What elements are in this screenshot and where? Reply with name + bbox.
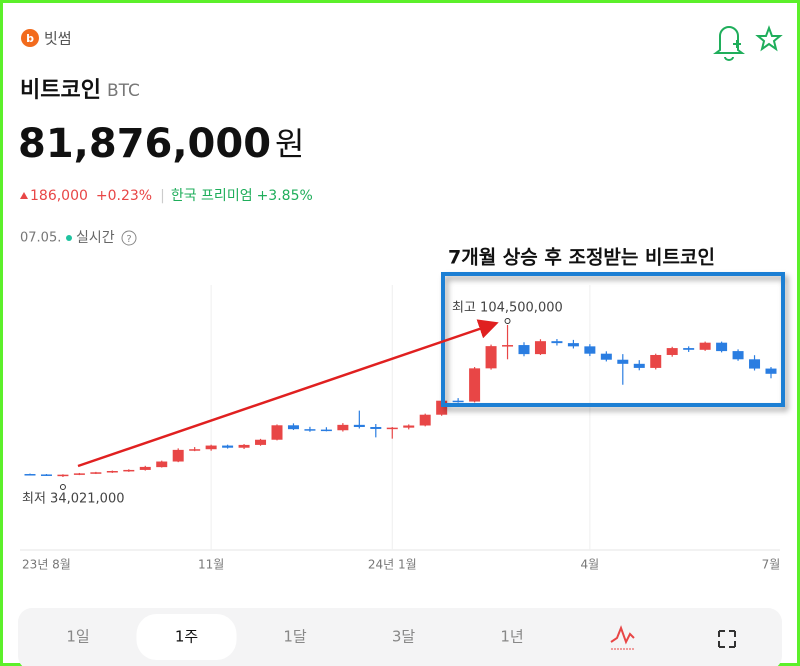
change-amount: 186,000: [30, 188, 88, 204]
x-tick-label: 23년 8월: [22, 558, 71, 572]
candle-body: [304, 429, 316, 431]
tab-selected-bg: [136, 614, 237, 660]
app-name: 빗썸: [44, 30, 72, 48]
price-value: 81,876,000: [18, 121, 271, 167]
tab[interactable]: 1주: [175, 628, 198, 646]
candle-body: [534, 341, 546, 355]
candle-body: [106, 471, 118, 473]
candle-body: [320, 429, 332, 432]
separator: |: [160, 188, 165, 204]
fullscreen-icon[interactable]: [718, 630, 736, 648]
candle-body: [222, 445, 234, 448]
candle-body: [469, 368, 481, 402]
candle-body: [189, 449, 201, 451]
candle-body: [633, 363, 645, 368]
star-icon[interactable]: [755, 25, 783, 52]
candle-body: [40, 474, 52, 476]
candle-body: [584, 346, 596, 354]
candle-body: [567, 343, 579, 347]
candle-body: [436, 400, 448, 415]
annotation: 7개월 상승 후 조정받는 비트코인: [448, 247, 715, 269]
candle-body: [716, 342, 728, 352]
candle-body: [502, 345, 514, 347]
tabs: 1일 1주 1달 3달 1년: [66, 614, 524, 660]
tab[interactable]: 1달: [283, 628, 307, 646]
max-label: 최고 104,500,000: [452, 301, 563, 316]
min-label: 최저 34,021,000: [22, 492, 125, 507]
candle-body: [73, 473, 85, 475]
candle-body: [238, 444, 250, 448]
asset-name: 비트코인: [20, 78, 101, 103]
price-unit: 원: [275, 125, 304, 163]
premium-label: 한국 프리미엄: [171, 188, 253, 204]
candle-body: [386, 427, 398, 430]
up-triangle: [20, 192, 28, 199]
help-icon[interactable]: [121, 230, 137, 246]
candle-body: [271, 425, 283, 440]
x-tick-label: 7월: [762, 558, 781, 572]
highlight-box: [441, 272, 785, 407]
x-tick-label: 24년 1월: [368, 558, 417, 572]
help-mark: ?: [126, 234, 131, 245]
candle-body: [683, 348, 695, 350]
candle-body: [57, 474, 69, 477]
logo: [21, 29, 39, 47]
live-label: 실시간: [76, 230, 115, 246]
candle-body: [123, 469, 135, 472]
tab[interactable]: 1일: [66, 628, 89, 646]
tab[interactable]: 3달: [392, 628, 416, 646]
candle-body: [617, 359, 629, 364]
candle-body: [551, 341, 563, 344]
candle-body: [255, 439, 267, 445]
candle-body: [699, 342, 711, 350]
candle-body: [650, 354, 662, 368]
candle-body: [749, 359, 761, 369]
candle-body: [452, 400, 464, 403]
bell-icon[interactable]: [713, 26, 745, 61]
candle-body: [600, 353, 612, 360]
candle-body: [370, 427, 382, 429]
min-marker: [59, 484, 66, 490]
trend-arrow: [77, 319, 499, 468]
candle-body: [139, 466, 151, 470]
candle-body: [287, 425, 299, 430]
candle-body: [403, 425, 415, 428]
premium-value: +3.85%: [257, 188, 313, 204]
candle-body: [90, 472, 102, 474]
logo-mark: b: [26, 32, 34, 45]
tab[interactable]: 1년: [500, 628, 523, 646]
candle-body: [666, 348, 678, 355]
asset-symbol: BTC: [107, 81, 140, 101]
x-tick-label: 4월: [581, 558, 600, 572]
candle-body: [765, 368, 777, 374]
price: 81,876,000 원: [18, 121, 305, 167]
candle-body: [337, 424, 349, 431]
change-percent: +0.23%: [96, 188, 152, 204]
change-line: 186,000 +0.23% | 한국 프리미엄 +3.85%: [30, 188, 313, 204]
x-tick-label: 11월: [198, 558, 224, 572]
live-dot: [66, 235, 72, 241]
candle-body: [24, 474, 36, 476]
chart-type-icon[interactable]: [610, 625, 635, 650]
candle-body: [419, 414, 431, 426]
asset-title: 비트코인 BTC: [20, 78, 140, 103]
candle-body: [732, 351, 744, 360]
chart: 23년 8월 11월 24년 1월 4월 7월 최고 104,500,000 최저 34,0…: [22, 285, 780, 572]
max-marker: [504, 318, 511, 324]
candle-body: [205, 445, 217, 450]
candle-body: [172, 449, 184, 462]
candle-body: [518, 345, 530, 355]
candle-body: [156, 461, 168, 468]
candle-body: [485, 346, 497, 369]
candle-body: [353, 424, 365, 428]
date: 07.05.: [20, 231, 61, 246]
